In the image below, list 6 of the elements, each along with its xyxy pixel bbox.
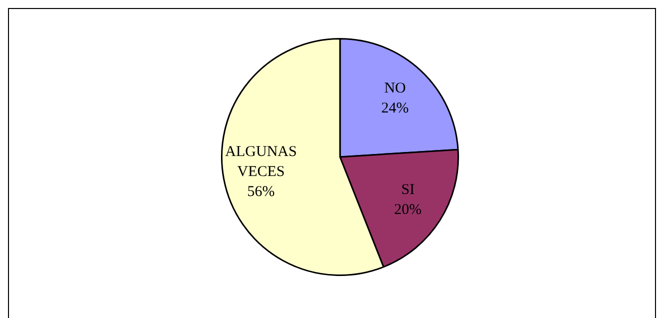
slice-label: ALGUNAS VECES [225,144,297,180]
data-label: 20% [394,202,422,218]
slice-label: NO [384,80,406,96]
data-label: 24% [381,100,409,116]
slice-label: SI [401,182,415,198]
data-label: 56% [247,184,275,200]
